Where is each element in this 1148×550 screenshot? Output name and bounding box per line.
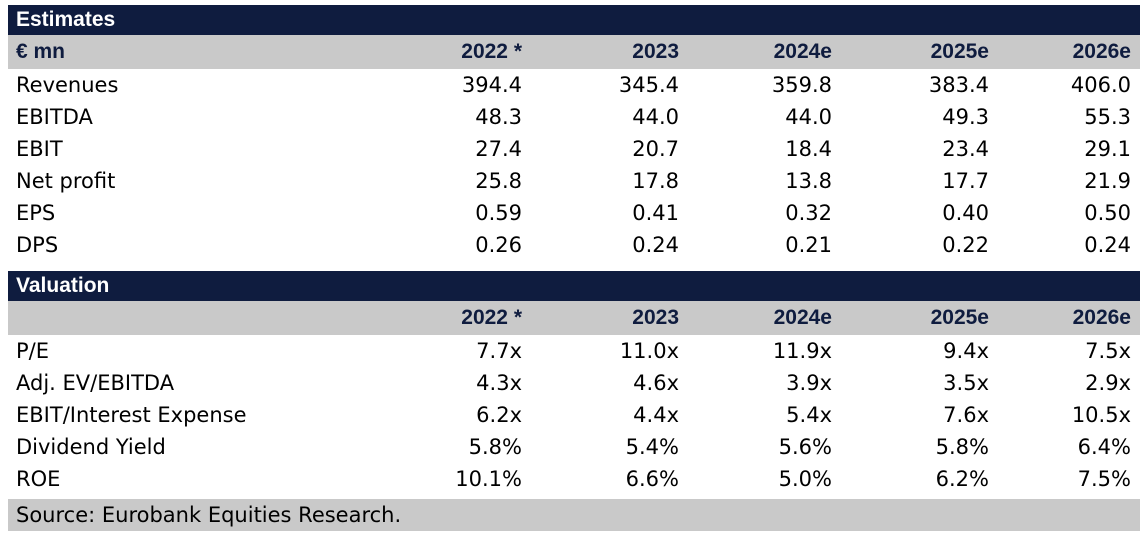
table-cell: 49.3 xyxy=(942,105,989,129)
table-cell: 5.8% xyxy=(468,435,522,459)
table-cell: 11.0x xyxy=(619,339,679,363)
table-cell: 7.5x xyxy=(1085,339,1131,363)
table-cell: 3.9x xyxy=(786,371,832,395)
table-row: ROE 10.1% 6.6% 5.0% 6.2% 7.5% xyxy=(8,463,1140,495)
table-row: DPS 0.26 0.24 0.21 0.22 0.24 xyxy=(8,229,1140,261)
financial-table: Estimates € mn 2022 * 2023 2024e 2025e 2… xyxy=(8,5,1140,531)
row-label: Adj. EV/EBITDA xyxy=(16,371,175,395)
table-cell: 0.59 xyxy=(475,201,522,225)
row-label: DPS xyxy=(16,233,59,257)
table-cell: 23.4 xyxy=(942,137,989,161)
table-cell: 20.7 xyxy=(632,137,679,161)
table-row: EPS 0.59 0.41 0.32 0.40 0.50 xyxy=(8,197,1140,229)
header-cell: 2026e xyxy=(1072,40,1131,63)
header-cell: 2023 xyxy=(632,40,679,63)
table-cell: 6.2x xyxy=(476,403,522,427)
row-label: Net profit xyxy=(16,169,116,193)
row-label: Dividend Yield xyxy=(16,435,166,459)
table-cell: 48.3 xyxy=(475,105,522,129)
table-cell: 10.5x xyxy=(1071,403,1131,427)
table-cell: 13.8 xyxy=(785,169,832,193)
table-cell: 4.4x xyxy=(633,403,679,427)
table-cell: 0.40 xyxy=(942,201,989,225)
valuation-header-row: 2022 * 2023 2024e 2025e 2026e xyxy=(8,301,1140,335)
table-cell: 25.8 xyxy=(475,169,522,193)
table-cell: 5.4% xyxy=(625,435,679,459)
table-cell: 17.8 xyxy=(632,169,679,193)
table-cell: 17.7 xyxy=(942,169,989,193)
table-cell: 6.4% xyxy=(1077,435,1131,459)
table-cell: 44.0 xyxy=(785,105,832,129)
row-label: EBIT xyxy=(16,137,63,161)
table-cell: 6.6% xyxy=(625,467,679,491)
header-cell: 2025e xyxy=(930,40,989,63)
table-cell: 0.50 xyxy=(1084,201,1131,225)
table-cell: 406.0 xyxy=(1070,73,1131,97)
table-row: Dividend Yield 5.8% 5.4% 5.6% 5.8% 6.4% xyxy=(8,431,1140,463)
row-label: P/E xyxy=(16,339,50,363)
table-cell: 10.1% xyxy=(455,467,522,491)
table-cell: 7.7x xyxy=(476,339,522,363)
table-row: EBIT 27.4 20.7 18.4 23.4 29.1 xyxy=(8,133,1140,165)
table-cell: 3.5x xyxy=(943,371,989,395)
row-label: EBITDA xyxy=(16,105,93,129)
header-cell xyxy=(8,301,402,335)
row-label: EBIT/Interest Expense xyxy=(16,403,247,427)
table-row: Revenues 394.4 345.4 359.8 383.4 406.0 xyxy=(8,69,1140,101)
table-cell: 18.4 xyxy=(785,137,832,161)
section-gap xyxy=(8,261,1140,271)
header-cell: 2022 * xyxy=(461,306,522,329)
header-cell: 2023 xyxy=(632,306,679,329)
table-cell: 29.1 xyxy=(1084,137,1131,161)
table-row: EBIT/Interest Expense 6.2x 4.4x 5.4x 7.6… xyxy=(8,399,1140,431)
table-cell: 11.9x xyxy=(772,339,832,363)
table-cell: 0.24 xyxy=(632,233,679,257)
table-cell: 5.4x xyxy=(786,403,832,427)
header-cell: 2024e xyxy=(773,40,832,63)
table-cell: 44.0 xyxy=(632,105,679,129)
table-cell: 0.41 xyxy=(632,201,679,225)
table-cell: 5.8% xyxy=(935,435,989,459)
header-cell: 2024e xyxy=(773,306,832,329)
table-cell: 383.4 xyxy=(928,73,989,97)
header-cell: 2026e xyxy=(1072,306,1131,329)
table-cell: 55.3 xyxy=(1084,105,1131,129)
table-cell: 5.6% xyxy=(778,435,832,459)
table-cell: 345.4 xyxy=(618,73,679,97)
estimates-section-title: Estimates xyxy=(8,5,1140,35)
table-row: EBITDA 48.3 44.0 44.0 49.3 55.3 xyxy=(8,101,1140,133)
header-cell: 2022 * xyxy=(461,40,522,63)
table-cell: 21.9 xyxy=(1084,169,1131,193)
table-cell: 27.4 xyxy=(475,137,522,161)
table-cell: 5.0% xyxy=(778,467,832,491)
table-cell: 0.32 xyxy=(785,201,832,225)
header-cell: € mn xyxy=(16,40,66,63)
table-cell: 394.4 xyxy=(461,73,522,97)
table-cell: 2.9x xyxy=(1085,371,1131,395)
header-cell: 2025e xyxy=(930,306,989,329)
estimates-header-row: € mn 2022 * 2023 2024e 2025e 2026e xyxy=(8,35,1140,69)
table-cell: 7.6x xyxy=(943,403,989,427)
table-cell: 9.4x xyxy=(943,339,989,363)
valuation-section-title: Valuation xyxy=(8,271,1140,301)
table-cell: 6.2% xyxy=(935,467,989,491)
table-cell: 0.22 xyxy=(942,233,989,257)
row-label: ROE xyxy=(16,467,61,491)
row-label: EPS xyxy=(16,201,56,225)
table-cell: 0.26 xyxy=(475,233,522,257)
table-cell: 0.21 xyxy=(785,233,832,257)
table-cell: 359.8 xyxy=(771,73,832,97)
table-cell: 7.5% xyxy=(1077,467,1131,491)
row-label: Revenues xyxy=(16,73,119,97)
table-row: Adj. EV/EBITDA 4.3x 4.6x 3.9x 3.5x 2.9x xyxy=(8,367,1140,399)
table-row: Net profit 25.8 17.8 13.8 17.7 21.9 xyxy=(8,165,1140,197)
table-cell: 0.24 xyxy=(1084,233,1131,257)
table-cell: 4.3x xyxy=(476,371,522,395)
table-row: P/E 7.7x 11.0x 11.9x 9.4x 7.5x xyxy=(8,335,1140,367)
table-cell: 4.6x xyxy=(633,371,679,395)
source-note: Source: Eurobank Equities Research. xyxy=(8,499,1140,531)
